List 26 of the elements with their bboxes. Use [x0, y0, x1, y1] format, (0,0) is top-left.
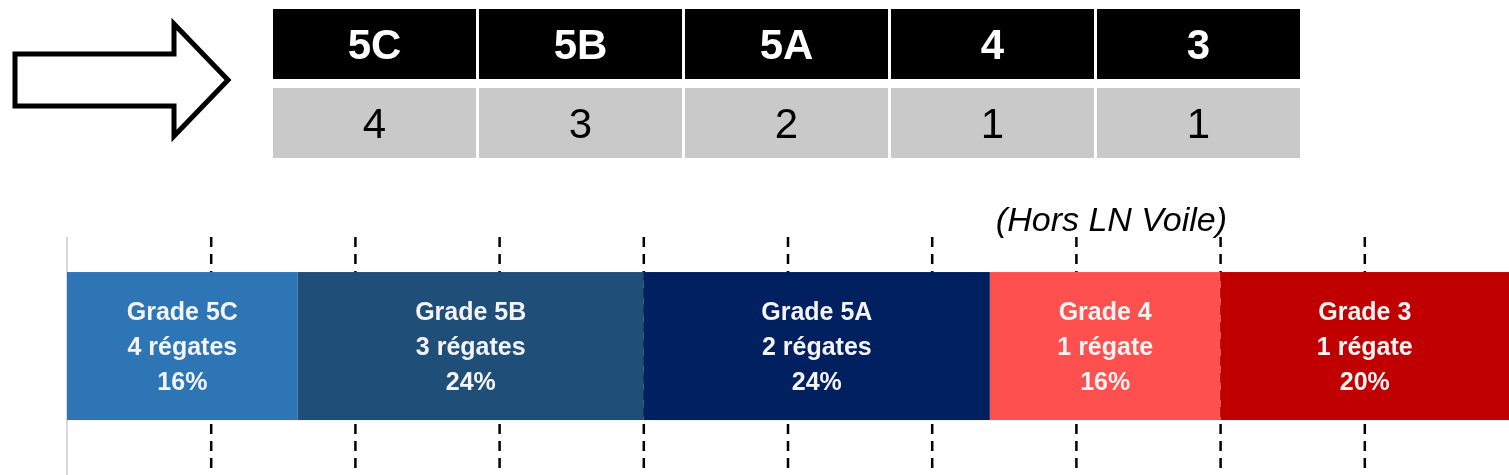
data-label: 4 régates 16% [127, 332, 238, 396]
text: 5A [759, 20, 814, 68]
data-label: 2 régates 24% [761, 332, 872, 396]
series-label: Grade 5B [415, 297, 527, 326]
bar [1220, 272, 1509, 421]
bar [989, 272, 1221, 421]
text: 4 [362, 99, 387, 147]
text: 5B [553, 20, 608, 68]
series-label: Grade 3 [1318, 297, 1412, 326]
data-label: 1 régate 16% [1057, 332, 1154, 396]
series-label: Grade 4 [1058, 297, 1152, 326]
series-label: Grade 5A [761, 297, 873, 326]
text: 3 [568, 99, 593, 147]
bar [67, 272, 298, 421]
text: 5C [347, 20, 402, 68]
text: (Hors LN Voile) [995, 200, 1227, 238]
text: 4 [980, 20, 1005, 68]
bar [297, 272, 644, 421]
text: 1 [980, 99, 1005, 147]
text: 3 [1186, 20, 1211, 68]
text: 1 [1186, 99, 1211, 147]
bar [643, 272, 990, 421]
text: 2 [774, 99, 799, 147]
series-label: Grade 5C [126, 297, 238, 326]
data-label: 3 régates 24% [415, 332, 526, 396]
data-label: 1 régate 20% [1316, 332, 1413, 396]
